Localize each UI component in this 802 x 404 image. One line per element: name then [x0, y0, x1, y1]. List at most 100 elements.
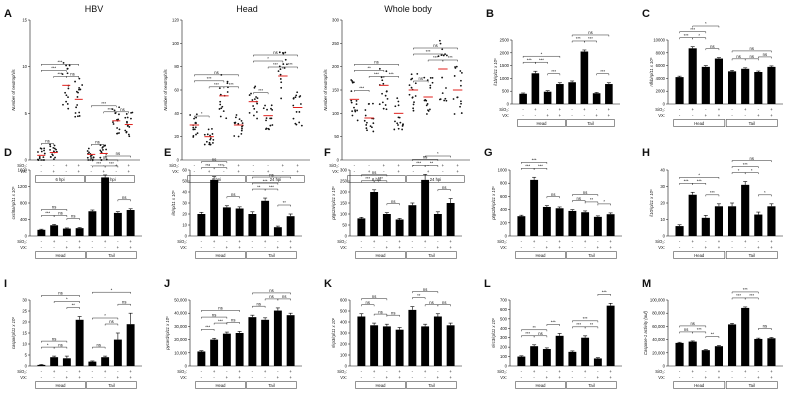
bar [767, 338, 776, 366]
condition-value: - [361, 369, 363, 374]
data-point [37, 159, 40, 161]
significance-label: ** [283, 200, 287, 205]
data-point [399, 121, 402, 124]
y-tick-label: 10,000 [174, 350, 187, 355]
condition-value: + [115, 163, 118, 168]
panel-l: L 0 100 200 300 400 500 600 700 nlrc3/rpl11 x 10⁶… [484, 278, 622, 389]
data-point [354, 110, 357, 113]
data-point [219, 100, 222, 103]
data-point [86, 156, 89, 159]
significance-bracket [584, 40, 597, 43]
data-point [43, 147, 46, 150]
y-tick-label: 100 [172, 41, 180, 46]
condition-row-label: VX: [340, 375, 347, 380]
data-point [385, 108, 388, 111]
significance-bracket [264, 188, 279, 191]
condition-value: - [705, 369, 707, 374]
bar [767, 206, 776, 236]
data-point [444, 53, 446, 56]
significance-label: ns [52, 205, 56, 210]
condition-value: + [449, 245, 452, 250]
significance-label: *** [45, 211, 50, 216]
significance-bracket [437, 189, 451, 192]
data-point [237, 122, 240, 125]
y-tick-label: 4000 [656, 76, 666, 81]
condition-value: - [412, 245, 414, 250]
panel-letter: H [642, 147, 650, 159]
significance-label: *** [600, 69, 605, 74]
significance-bracket [66, 307, 80, 309]
significance-label: ns [419, 76, 423, 81]
data-point [351, 110, 354, 113]
condition-value: + [53, 369, 56, 374]
bar [741, 307, 750, 366]
condition-value: - [386, 239, 388, 244]
condition-value: + [424, 239, 427, 244]
y-tick-label: 100 [500, 354, 508, 359]
significance-label: ns [231, 318, 235, 323]
significance-bracket [597, 203, 611, 206]
y-tick-label: 1200 [18, 184, 28, 189]
condition-value: + [238, 375, 241, 380]
bar [37, 229, 46, 236]
bar [741, 68, 750, 104]
condition-value: + [129, 239, 132, 244]
group-box [406, 381, 457, 389]
data-point [356, 119, 359, 122]
data-point [414, 95, 417, 97]
data-point [78, 111, 81, 114]
condition-value: + [546, 113, 549, 118]
panel-title: Head [236, 4, 258, 14]
data-point [104, 144, 106, 147]
condition-value: - [226, 369, 228, 374]
bar [126, 210, 135, 236]
data-point [76, 96, 79, 98]
significance-bracket [547, 73, 561, 76]
bar [606, 214, 615, 236]
significance-bracket [66, 218, 80, 221]
significance-bracket [104, 165, 119, 168]
condition-value: + [398, 239, 401, 244]
condition-value: + [559, 113, 562, 118]
data-point [440, 54, 443, 57]
condition-value: + [78, 163, 81, 168]
significance-label: *** [710, 190, 715, 195]
condition-value: + [129, 245, 132, 250]
condition-row-label: VX: [502, 113, 509, 118]
panel-letter: D [4, 147, 12, 159]
y-tick-label: 0 [25, 158, 28, 163]
group-label: Tail [587, 121, 593, 126]
significance-label: *** [743, 287, 748, 292]
significance-bracket [412, 165, 426, 167]
data-point [75, 90, 78, 93]
data-point [248, 94, 251, 96]
y-tick-label: 1500 [500, 63, 510, 68]
bar [197, 351, 206, 366]
data-point [397, 100, 400, 103]
condition-value: - [412, 239, 414, 244]
data-point [116, 118, 118, 121]
bar [62, 228, 71, 236]
condition-value: + [442, 163, 445, 168]
data-point [194, 122, 197, 124]
significance-label: *** [207, 76, 212, 81]
y-tick-label: 500 [500, 316, 508, 321]
data-point [208, 141, 211, 144]
data-point [363, 119, 366, 122]
data-point [277, 70, 280, 73]
data-point [195, 113, 198, 116]
panel-c: C 0 2000 4000 6000 8000 10000 nfkb/rpl11 x 10⁶ *… [642, 8, 783, 127]
data-point [278, 51, 281, 54]
y-tick-label: 2000 [656, 89, 666, 94]
y-tick-label: 5 [25, 111, 28, 116]
significance-label: ns [577, 196, 581, 201]
bar [88, 361, 97, 366]
data-point [382, 82, 385, 85]
y-tick-label: 10 [22, 64, 27, 69]
condition-value: + [718, 369, 721, 374]
condition-value: - [442, 169, 444, 174]
condition-value: + [397, 163, 400, 168]
condition-value: + [277, 245, 280, 250]
